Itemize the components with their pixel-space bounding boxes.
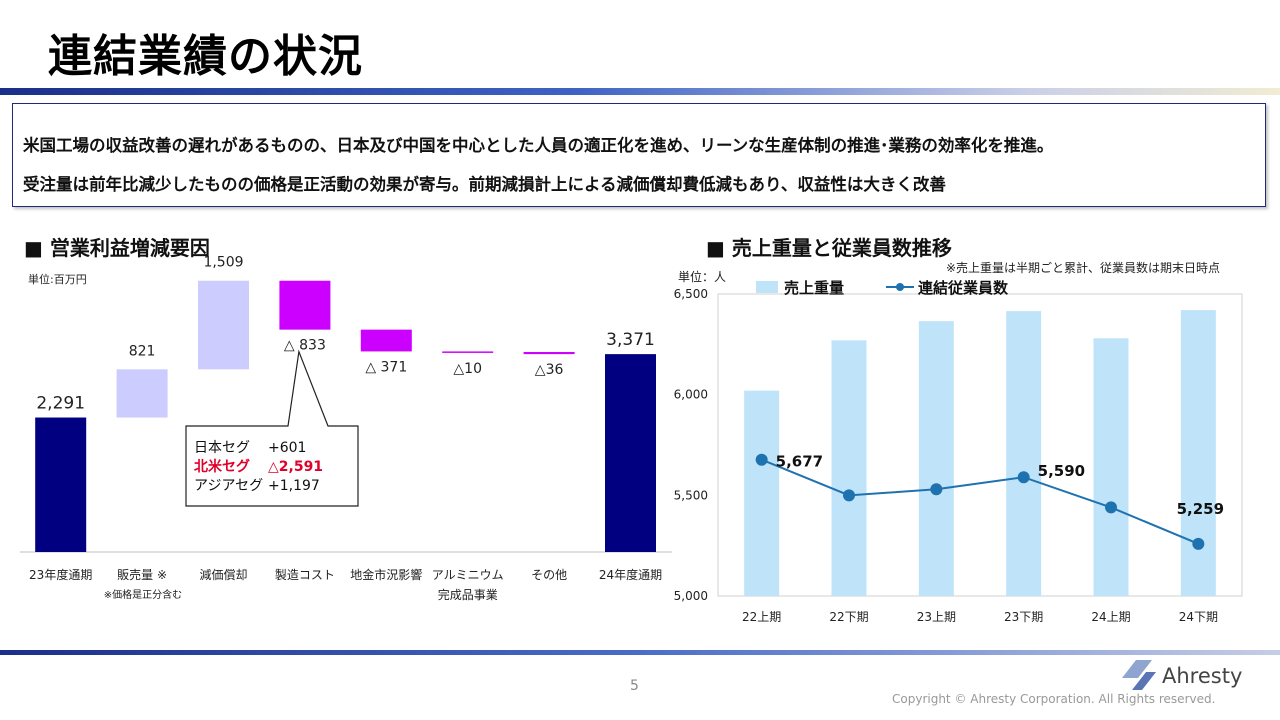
weight-bar (1180, 310, 1216, 596)
employee-point (1192, 537, 1205, 550)
footer-line (0, 650, 1280, 655)
waterfall-bar (360, 329, 412, 352)
weight-unit-label: 単位：人 (678, 270, 727, 284)
waterfall-category-label: アルミニウム (432, 568, 504, 582)
employee-data-label: 5,590 (1038, 462, 1085, 480)
waterfall-section-title: ■ 営業利益増減要因 (24, 236, 210, 260)
employee-point (930, 483, 943, 496)
weight-chart-note: ※売上重量は半期ごと累計、従業員数は期末日時点 (946, 261, 1221, 275)
callout-row-value: △2,591 (268, 459, 323, 475)
employee-data-label: 5,677 (776, 453, 823, 471)
waterfall-note: ※価格是正分含む (104, 588, 182, 601)
waterfall-bar (198, 280, 249, 370)
x-category-label: 23上期 (917, 610, 956, 624)
weight-bar (1006, 311, 1042, 596)
employee-point (1105, 501, 1117, 514)
waterfall-category-label: 24年度通期 (599, 567, 662, 582)
callout-row-label: 日本セグ (194, 440, 250, 456)
waterfall-bar (279, 280, 331, 330)
page-number: 5 (630, 678, 639, 694)
summary-box: 米国工場の収益改善の遅れがあるものの、日本及び中国を中心とした人員の適正化を進め… (12, 103, 1266, 207)
employee-line (761, 458, 1199, 545)
ahresty-logo: Ahresty (1122, 660, 1242, 690)
waterfall-category-label: 製造コスト (275, 568, 335, 582)
callout-row-label: アジアセグ (194, 478, 263, 494)
legend-bar-swatch (756, 281, 778, 293)
waterfall-category-label: 完成品事業 (438, 587, 498, 602)
waterfall-category-label: 減価償却 (199, 567, 247, 582)
waterfall-category-label: その他 (531, 568, 567, 582)
x-category-label: 24上期 (1091, 610, 1130, 624)
callout-box (185, 349, 359, 507)
employee-data-label: 5,259 (1177, 500, 1224, 518)
waterfall-data-label: 3,371 (606, 330, 655, 350)
waterfall-bar (116, 369, 168, 418)
weight-bar (918, 321, 954, 596)
x-category-label: 22上期 (742, 610, 781, 624)
waterfall-data-label: 1,509 (203, 255, 243, 271)
y-tick-label: 6,000 (674, 388, 708, 402)
y-tick-label: 5,500 (674, 488, 708, 502)
title-underline (0, 88, 1280, 95)
y-tick-label: 6,500 (674, 287, 708, 301)
y-tick-label: 5,000 (674, 589, 708, 603)
waterfall-bar (523, 352, 575, 355)
waterfall-data-label: △ 833 (284, 338, 326, 354)
callout-row-value: +1,197 (268, 478, 320, 494)
weight-employee-chart: 5,000 5,500 6,000 6,500 22上期 22下期 23上期 23下期 24上期… (674, 279, 1243, 624)
x-category-label: 24下期 (1179, 610, 1218, 624)
weight-section-title: ■ 売上重量と従業員数推移 (706, 236, 952, 260)
waterfall-unit-label: 単位:百万円 (28, 273, 87, 286)
waterfall-data-label: △36 (535, 362, 564, 378)
weight-bar (744, 390, 780, 596)
waterfall-category-label: 販売量 ※ (117, 567, 167, 582)
waterfall-bar (442, 351, 494, 353)
logo-text: Ahresty (1162, 664, 1242, 688)
legend-line-marker (896, 283, 904, 291)
weight-bar (1093, 338, 1129, 596)
waterfall-category-label: 地金市況影響 (350, 567, 422, 582)
page-title: 連結業績の状況 (48, 31, 363, 82)
x-category-label: 23下期 (1004, 610, 1043, 624)
waterfall-chart: 2,291 23年度通期 821 販売量 ※ 1,509 減価償却 △ 833 製造コスト △ … (20, 255, 672, 602)
callout-row-value: +601 (268, 440, 306, 456)
plot-area (717, 293, 1243, 597)
employee-point (755, 453, 768, 466)
waterfall-category-label: 23年度通期 (29, 567, 92, 582)
weight-bar (831, 340, 867, 596)
waterfall-bar (35, 417, 87, 552)
employee-point (843, 489, 855, 502)
employee-point (1017, 471, 1030, 484)
legend-line-label: 連結従業員数 (918, 279, 1009, 297)
legend-bar-label: 売上重量 (784, 279, 844, 297)
waterfall-data-label: 2,291 (36, 394, 85, 414)
summary-line-1: 米国工場の収益改善の遅れがあるものの、日本及び中国を中心とした人員の適正化を進め… (23, 136, 1054, 155)
waterfall-data-label: 821 (129, 343, 156, 359)
waterfall-data-label: △10 (453, 361, 482, 377)
summary-line-2: 受注量は前年比減少したものの価格是正活動の効果が寄与。前期減損計上による減価償却… (23, 175, 946, 194)
callout-row-label: 北米セグ (194, 458, 250, 475)
waterfall-bar (605, 354, 656, 552)
waterfall-data-label: △ 371 (365, 359, 407, 375)
x-category-label: 22下期 (829, 610, 868, 624)
copyright-text: Copyright © Ahresty Corporation. All Rig… (892, 692, 1216, 706)
